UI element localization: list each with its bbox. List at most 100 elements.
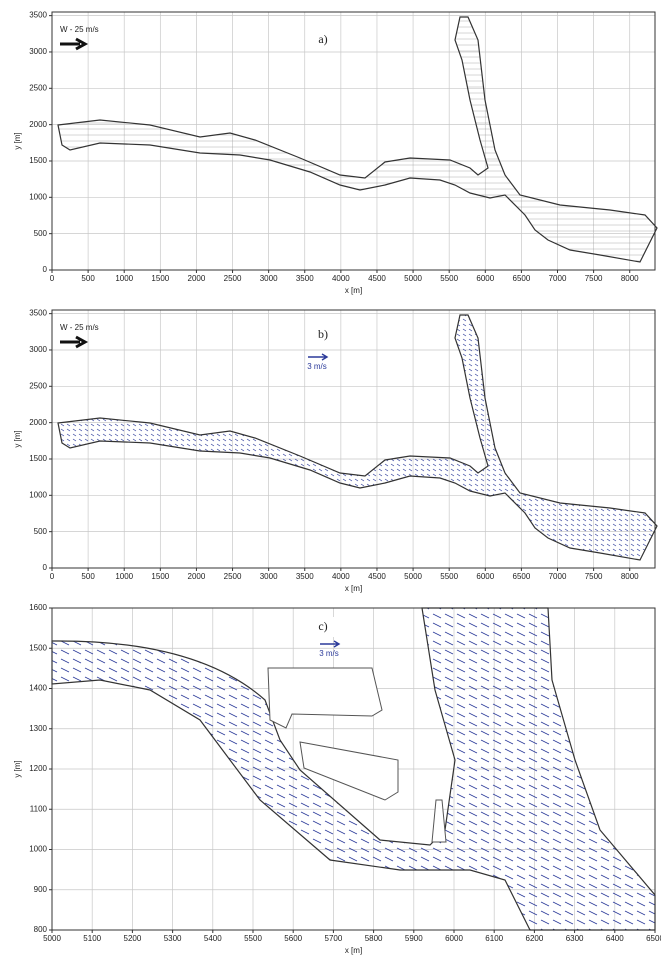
x-tick-label: 2000 xyxy=(188,572,206,581)
wind-label: W - 25 m/s xyxy=(60,25,99,34)
x-tick-label: 1000 xyxy=(115,572,133,581)
y-tick-label: 1000 xyxy=(29,192,47,201)
river-outline xyxy=(57,16,658,263)
x-tick-label: 3000 xyxy=(260,572,278,581)
y-tick-label: 500 xyxy=(34,229,48,238)
x-tick-label: 1000 xyxy=(115,274,133,283)
x-tick-label: 8000 xyxy=(621,572,639,581)
y-tick-label: 900 xyxy=(34,885,48,894)
x-tick-label: 5900 xyxy=(405,934,423,943)
scale-arrow xyxy=(320,640,341,648)
x-tick-label: 0 xyxy=(50,572,55,581)
x-tick-label: 7500 xyxy=(585,572,603,581)
label-box xyxy=(312,30,334,50)
plot-frame xyxy=(51,309,656,569)
y-tick-label: 3000 xyxy=(29,345,47,354)
wind-arrow xyxy=(60,335,89,349)
x-tick-label: 8000 xyxy=(621,274,639,283)
y-tick-label: 1100 xyxy=(30,804,48,813)
x-tick-label: 7500 xyxy=(585,274,603,283)
x-tick-label: 5500 xyxy=(440,572,458,581)
x-tick-label: 6000 xyxy=(476,274,494,283)
labels-layer: 0 500 1000 1500 2000 2500 3000 3500 4000 4500 5000… xyxy=(13,11,661,955)
y-tick-label: 1300 xyxy=(29,724,47,733)
x-tick-label: 6500 xyxy=(513,572,531,581)
x-tick-label: 2500 xyxy=(224,572,242,581)
x-tick-label: 6100 xyxy=(485,934,503,943)
x-tick-label: 6400 xyxy=(606,934,624,943)
label-box xyxy=(312,325,334,345)
x-tick-label: 500 xyxy=(81,274,95,283)
x-axis-label: x [m] xyxy=(345,584,362,593)
y-tick-label: 1200 xyxy=(29,764,47,773)
y-tick-label: 1500 xyxy=(29,643,47,652)
y-tick-label: 0 xyxy=(43,563,48,572)
wind-label: W - 25 m/s xyxy=(60,323,99,332)
x-tick-label: 4000 xyxy=(332,572,350,581)
x-tick-label: 5000 xyxy=(404,572,422,581)
wind-arrow xyxy=(60,37,89,51)
x-tick-label: 1500 xyxy=(151,572,169,581)
y-tick-label: 800 xyxy=(34,925,48,934)
x-tick-label: 5300 xyxy=(164,934,182,943)
jetty xyxy=(431,799,447,843)
scale-label: 3 m/s xyxy=(319,649,339,658)
y-tick-label: 500 xyxy=(34,527,48,536)
x-tick-label: 7000 xyxy=(549,572,567,581)
x-tick-label: 5100 xyxy=(83,934,101,943)
y-tick-label: 1600 xyxy=(29,603,47,612)
x-tick-label: 2000 xyxy=(188,274,206,283)
x-axis-label: x [m] xyxy=(345,286,362,295)
river-shapes xyxy=(51,16,658,931)
y-tick-label: 2500 xyxy=(29,381,47,390)
x-tick-label: 6000 xyxy=(445,934,463,943)
river-outline xyxy=(57,314,658,561)
x-tick-label: 2500 xyxy=(224,274,242,283)
y-tick-label: 2500 xyxy=(29,83,47,92)
scale-arrow xyxy=(308,353,329,361)
scale-label: 3 m/s xyxy=(307,362,327,371)
x-tick-label: 5400 xyxy=(204,934,222,943)
x-tick-label: 1500 xyxy=(151,274,169,283)
jetty xyxy=(299,741,399,801)
y-tick-label: 0 xyxy=(43,265,48,274)
river-outline xyxy=(51,607,656,931)
x-tick-label: 500 xyxy=(81,572,95,581)
y-axis-label: y [m] xyxy=(13,430,22,447)
x-tick-label: 0 xyxy=(50,274,55,283)
x-tick-label: 5600 xyxy=(284,934,302,943)
panel-label: a) xyxy=(318,32,327,46)
x-tick-label: 4000 xyxy=(332,274,350,283)
x-tick-label: 6500 xyxy=(513,274,531,283)
x-tick-label: 5500 xyxy=(244,934,262,943)
y-axis-label: y [m] xyxy=(13,760,22,777)
plot-frame xyxy=(51,11,656,271)
jetty xyxy=(267,667,383,729)
y-tick-label: 3500 xyxy=(29,11,47,20)
x-tick-label: 6500 xyxy=(646,934,661,943)
y-tick-label: 1500 xyxy=(29,454,47,463)
y-tick-label: 2000 xyxy=(29,418,47,427)
x-tick-label: 3500 xyxy=(296,274,314,283)
x-tick-label: 6300 xyxy=(566,934,584,943)
x-tick-label: 5200 xyxy=(124,934,142,943)
x-tick-label: 5000 xyxy=(43,934,61,943)
y-tick-label: 3500 xyxy=(29,309,47,318)
panel-label: b) xyxy=(318,327,328,341)
plot-frame xyxy=(51,607,656,931)
x-tick-label: 3500 xyxy=(296,572,314,581)
y-tick-label: 1000 xyxy=(29,490,47,499)
x-tick-label: 5800 xyxy=(365,934,383,943)
y-tick-label: 2000 xyxy=(29,120,47,129)
x-tick-label: 3000 xyxy=(260,274,278,283)
x-tick-label: 7000 xyxy=(549,274,567,283)
x-tick-label: 6000 xyxy=(476,572,494,581)
label-box xyxy=(312,617,334,637)
x-axis-label: x [m] xyxy=(345,946,362,955)
x-tick-label: 4500 xyxy=(368,572,386,581)
y-tick-label: 1500 xyxy=(29,156,47,165)
y-tick-label: 1400 xyxy=(29,684,47,693)
x-tick-label: 5000 xyxy=(404,274,422,283)
y-tick-label: 3000 xyxy=(29,47,47,56)
